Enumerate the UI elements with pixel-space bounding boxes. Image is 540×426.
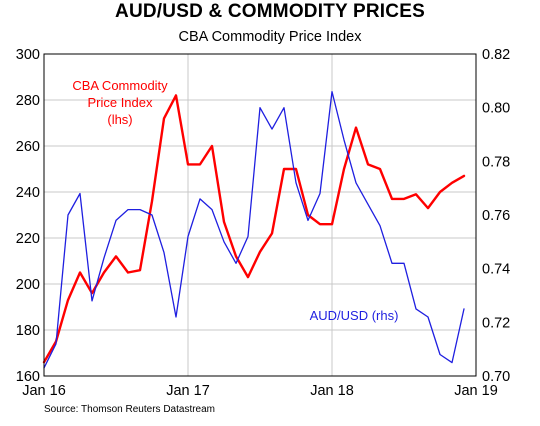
left-tick-label: 200 [16, 277, 40, 293]
right-tick-label: 0.78 [482, 154, 510, 170]
commodity-index-line [42, 94, 466, 364]
left-tick-label: 160 [16, 369, 40, 385]
chart-subtitle: CBA Commodity Price Index [178, 29, 362, 45]
left-tick-label: 260 [16, 139, 40, 155]
commodity-annotation-line: CBA Commodity [72, 78, 168, 93]
series-lines [42, 90, 466, 369]
right-tick-label: 0.72 [482, 315, 510, 331]
source-note: Source: Thomson Reuters Datastream [44, 404, 216, 415]
right-axis-ticks: 0.70 0.72 0.74 0.76 0.78 0.80 0.82 [482, 47, 510, 385]
series-annotations: CBA Commodity Price Index (lhs) AUD/USD (rh… [72, 78, 398, 323]
commodity-annotation-line: Price Index [87, 95, 153, 110]
audusd-line [43, 90, 465, 369]
x-tick-label: Jan 19 [454, 383, 498, 399]
left-tick-label: 220 [16, 231, 40, 247]
right-tick-label: 0.76 [482, 208, 510, 224]
left-axis-ticks: 160 180 200 220 240 260 280 300 [16, 47, 40, 385]
x-axis-ticks: Jan 16 Jan 17 Jan 18 Jan 19 [22, 383, 498, 399]
left-tick-label: 280 [16, 93, 40, 109]
plot-frame [43, 53, 477, 377]
right-tick-label: 0.70 [482, 369, 510, 385]
x-tick-label: Jan 16 [22, 383, 66, 399]
x-tick-label: Jan 18 [310, 383, 354, 399]
right-tick-label: 0.74 [482, 262, 510, 278]
commodity-annotation-line: (lhs) [107, 112, 132, 127]
audusd-annotation: AUD/USD (rhs) [310, 308, 399, 323]
right-tick-label: 0.82 [482, 47, 510, 63]
right-tick-label: 0.80 [482, 101, 510, 117]
chart-title: AUD/USD & COMMODITY PRICES [115, 1, 425, 22]
left-tick-label: 180 [16, 323, 40, 339]
left-tick-label: 300 [16, 47, 40, 63]
left-tick-label: 240 [16, 185, 40, 201]
x-tick-label: Jan 17 [166, 383, 210, 399]
gridlines [44, 54, 476, 376]
